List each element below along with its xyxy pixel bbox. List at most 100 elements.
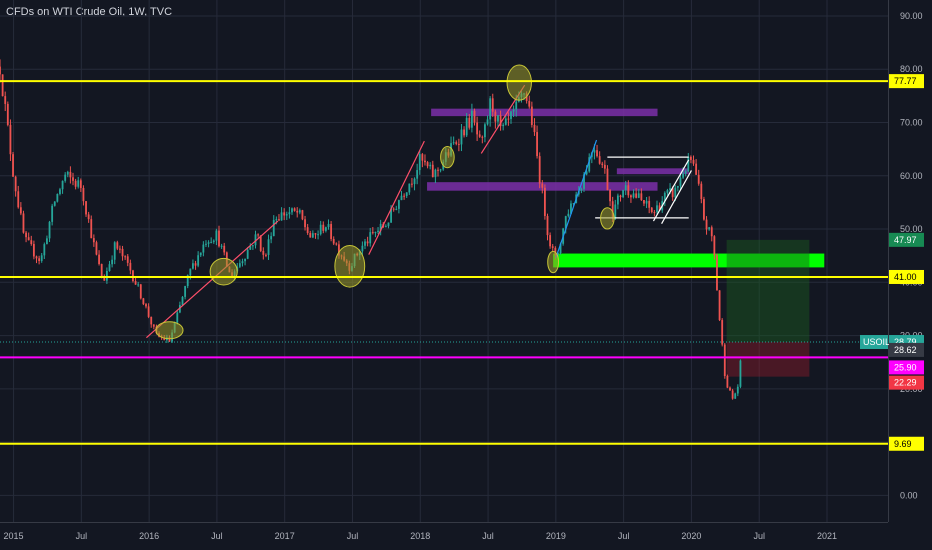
highlight-ellipse-1 <box>209 257 238 286</box>
candle-body <box>379 223 382 231</box>
candle-body <box>139 284 142 299</box>
candle-body <box>437 169 439 171</box>
candle <box>9 119 12 161</box>
candle <box>695 159 698 175</box>
candle <box>194 260 197 270</box>
candle <box>491 93 494 117</box>
candle <box>512 105 515 118</box>
highlight-ellipse-6 <box>600 207 615 230</box>
candle-body <box>616 195 619 205</box>
candle <box>244 258 246 266</box>
candle-body <box>510 111 512 119</box>
candle <box>90 215 93 239</box>
candle <box>61 180 64 194</box>
candle-body <box>439 169 442 171</box>
candle-body <box>35 256 38 259</box>
candle <box>705 216 708 235</box>
candle-body <box>465 117 468 136</box>
candle-body <box>387 222 390 227</box>
candle <box>46 235 48 245</box>
candle <box>721 318 724 347</box>
candle <box>59 187 61 196</box>
candle-body <box>186 275 189 287</box>
candle-body <box>674 187 677 198</box>
candle <box>700 181 703 204</box>
candle <box>0 59 1 83</box>
candle <box>129 259 132 275</box>
candle-body <box>85 201 87 215</box>
trend-lines-layer[interactable] <box>146 84 692 339</box>
candle <box>546 213 549 241</box>
candle <box>87 211 90 223</box>
candle <box>455 140 458 146</box>
candle-body <box>390 208 392 223</box>
candle <box>708 226 711 231</box>
y-tick-label: 0.00 <box>900 490 918 500</box>
x-tick-label: 2015 <box>4 531 24 541</box>
candle-body <box>455 142 458 144</box>
candle <box>384 224 387 228</box>
y-tick-label: 90.00 <box>900 11 923 21</box>
candle <box>4 91 7 112</box>
candle <box>314 232 317 239</box>
candle <box>22 210 25 234</box>
trend-line-6 <box>652 159 690 222</box>
candle <box>111 255 114 268</box>
candle-body <box>596 150 598 157</box>
candle-body <box>126 256 129 263</box>
candle-body <box>656 205 658 213</box>
candle <box>580 187 583 194</box>
candle-body <box>163 337 166 341</box>
candle-body <box>611 201 614 219</box>
candle <box>220 243 223 249</box>
candle <box>212 239 215 244</box>
candle <box>473 108 476 126</box>
candle-body <box>491 98 494 112</box>
candle <box>272 215 275 237</box>
candle-body <box>648 200 651 208</box>
candle-body <box>627 185 630 196</box>
candle-body <box>40 255 43 262</box>
candle-body <box>98 254 100 265</box>
candle-body <box>14 176 17 192</box>
candle-body <box>676 185 679 188</box>
y-tick-label: 60.00 <box>900 171 923 181</box>
candle-body <box>189 268 192 276</box>
candle <box>361 241 364 255</box>
candle <box>533 118 536 136</box>
candle <box>254 230 257 249</box>
chart-title: CFDs on WTI Crude Oil, 1W, TVC <box>6 6 173 18</box>
level-tag-1 <box>889 269 924 284</box>
candle-body <box>460 129 463 145</box>
candle-body <box>601 163 604 165</box>
x-tick-label: Jul <box>76 531 88 541</box>
x-tick-label: Jul <box>211 531 223 541</box>
candle-body <box>121 248 124 257</box>
candle-body <box>486 119 489 125</box>
candle-body <box>731 390 734 399</box>
candle <box>538 152 541 189</box>
position-tool[interactable] <box>726 239 810 377</box>
candle-body <box>536 132 538 157</box>
candle <box>418 151 421 175</box>
candle <box>66 170 69 178</box>
candle-body <box>69 171 72 178</box>
position-target-zone <box>726 239 810 343</box>
candle-body <box>278 219 280 221</box>
candle <box>142 297 145 306</box>
candle-body <box>411 183 413 185</box>
horizontal-levels-layer[interactable] <box>0 80 888 445</box>
candle-body <box>202 244 205 253</box>
candle-body <box>736 386 739 394</box>
candle-body <box>551 246 554 248</box>
y-tick-label: 50.00 <box>900 224 923 234</box>
candle <box>119 245 121 254</box>
candle-body <box>457 143 460 145</box>
candle <box>374 231 377 238</box>
candle-body <box>729 387 731 391</box>
candle-body <box>703 199 705 220</box>
candle <box>439 168 442 173</box>
candle-body <box>572 203 575 205</box>
candle <box>17 185 20 209</box>
